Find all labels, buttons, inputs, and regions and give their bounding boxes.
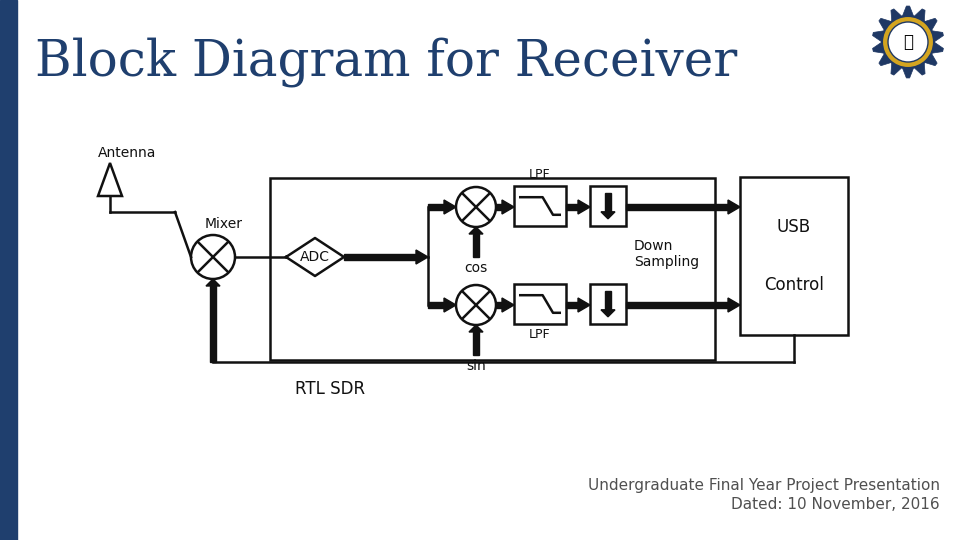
Polygon shape [601, 310, 615, 317]
Text: LPF: LPF [529, 168, 551, 181]
Polygon shape [496, 204, 502, 210]
Polygon shape [605, 193, 611, 212]
Text: Antenna: Antenna [98, 146, 156, 160]
Polygon shape [626, 204, 728, 210]
Polygon shape [496, 302, 502, 308]
Polygon shape [428, 302, 444, 308]
Circle shape [888, 22, 928, 62]
Polygon shape [728, 298, 740, 312]
Polygon shape [626, 302, 728, 308]
Text: Down
Sampling: Down Sampling [634, 239, 699, 269]
Polygon shape [873, 31, 884, 42]
Polygon shape [728, 200, 740, 214]
Bar [270, 178, 715, 360]
Polygon shape [891, 62, 902, 75]
Polygon shape [473, 332, 479, 355]
Polygon shape [601, 212, 615, 219]
Polygon shape [416, 250, 428, 264]
Polygon shape [344, 254, 416, 260]
Bar [514, 284, 566, 324]
Text: Dated: 10 November, 2016: Dated: 10 November, 2016 [732, 497, 940, 512]
Bar [590, 186, 626, 226]
Polygon shape [914, 62, 925, 75]
Polygon shape [566, 302, 578, 308]
Polygon shape [502, 298, 514, 312]
Polygon shape [469, 325, 483, 332]
Text: Undergraduate Final Year Project Presentation: Undergraduate Final Year Project Present… [588, 478, 940, 493]
Polygon shape [914, 9, 925, 22]
Polygon shape [605, 291, 611, 310]
Polygon shape [924, 18, 937, 31]
Text: Block Diagram for Receiver: Block Diagram for Receiver [35, 37, 737, 87]
Polygon shape [206, 279, 220, 286]
Text: 📚: 📚 [903, 33, 913, 51]
Polygon shape [878, 18, 892, 31]
Polygon shape [428, 204, 444, 210]
Polygon shape [210, 286, 216, 362]
Polygon shape [924, 53, 937, 66]
Polygon shape [891, 9, 902, 22]
Text: LPF: LPF [529, 328, 551, 341]
Polygon shape [473, 234, 479, 257]
Text: RTL SDR: RTL SDR [295, 380, 365, 398]
Polygon shape [931, 42, 944, 53]
Text: Mixer: Mixer [205, 217, 243, 231]
Polygon shape [902, 68, 914, 78]
Polygon shape [878, 53, 892, 66]
Polygon shape [578, 298, 590, 312]
Text: ADC: ADC [300, 250, 330, 264]
Text: USB

Control: USB Control [764, 218, 824, 294]
Polygon shape [566, 204, 578, 210]
Polygon shape [502, 200, 514, 214]
Text: sin: sin [467, 359, 486, 373]
Polygon shape [931, 31, 944, 42]
Polygon shape [902, 6, 914, 17]
Polygon shape [444, 298, 456, 312]
Polygon shape [578, 200, 590, 214]
Polygon shape [469, 227, 483, 234]
Bar [514, 186, 566, 226]
Polygon shape [873, 42, 884, 53]
Circle shape [882, 16, 934, 68]
Bar [740, 177, 848, 335]
Bar [590, 284, 626, 324]
Bar [0, 0, 17, 540]
Text: cos: cos [465, 261, 488, 275]
Polygon shape [444, 200, 456, 214]
